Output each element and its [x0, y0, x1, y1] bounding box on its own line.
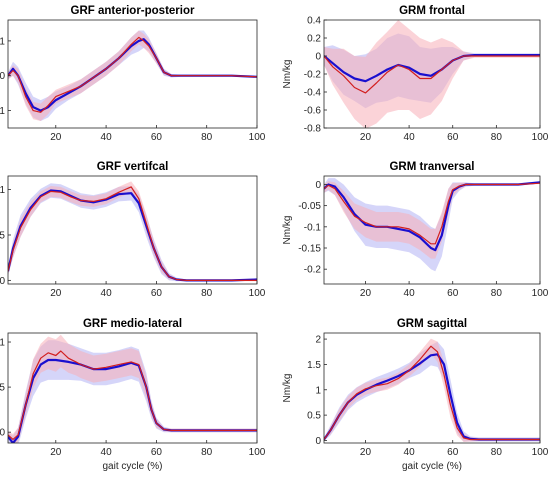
- blue-mean-line-3: [8, 189, 257, 282]
- y-tick-label: -0.8: [304, 124, 322, 135]
- x-tick-label: 40: [101, 132, 113, 143]
- y-tick-label: -0.4: [304, 88, 322, 99]
- x-tick-label: 100: [249, 132, 266, 143]
- x-tick-label: 80: [491, 288, 503, 299]
- y-tick-label: 0: [315, 52, 321, 63]
- x-tick-label: 100: [249, 447, 266, 458]
- y-tick-label: 0: [315, 180, 321, 191]
- red-mean-line-2: [324, 55, 540, 94]
- blue-band-1: [8, 30, 257, 121]
- y-tick-label: -0.1: [304, 222, 322, 233]
- x-tick-label: 20: [360, 447, 372, 458]
- x-tick-label: 20: [360, 132, 372, 143]
- x-tick-label: 40: [404, 288, 416, 299]
- chart-panel-6: 20 40 60 80 100 0 0.5 1 1.5 2 GRM sagittal Nm/kg gai…: [282, 318, 549, 472]
- x-tick-label: 40: [101, 447, 113, 458]
- chart-panel-1: 20 40 60 80 100 -0.1 0 0.1 GRF anterior-posterio…: [0, 5, 266, 143]
- y-tick-label: -0.6: [304, 106, 322, 117]
- red-mean-line-3: [8, 186, 257, 281]
- red-mean-line-5: [8, 350, 257, 440]
- chart-title: GRF vertifcal: [97, 161, 169, 173]
- x-tick-label: 60: [151, 447, 163, 458]
- y-tick-label: 1: [315, 385, 321, 396]
- plot-area: [8, 181, 257, 282]
- blue-band-4: [324, 178, 540, 272]
- axes-box: [7, 332, 258, 444]
- axes-box: [7, 175, 258, 285]
- y-axis-label: Nm/kg: [282, 216, 293, 245]
- y-axis-label: Nm/kg: [282, 374, 293, 403]
- plot-area: [8, 334, 257, 443]
- chart-title: GRM frontal: [399, 5, 465, 17]
- y-tick-label: 0: [315, 436, 321, 447]
- plot-area: [324, 178, 540, 272]
- y-tick-label: 0: [0, 71, 5, 82]
- y-tick-label: -0.15: [298, 244, 321, 255]
- x-tick-label: 40: [404, 132, 416, 143]
- x-tick-label: 60: [447, 447, 459, 458]
- y-tick-label: -0.05: [298, 201, 321, 212]
- red-mean-line-4: [324, 182, 540, 245]
- x-axis-label: gait cycle (%): [102, 461, 162, 472]
- x-tick-label: 20: [360, 288, 372, 299]
- y-tick-label: 0.2: [307, 34, 321, 45]
- y-tick-label: 1: [0, 185, 5, 196]
- chart-panel-4: 20 40 60 80 100 -0.2 -0.15 -0.1 -0.05 0 GRM tranve…: [282, 161, 549, 299]
- x-axis-label: gait cycle (%): [402, 461, 462, 472]
- red-mean-line-6: [324, 345, 540, 441]
- x-tick-label: 80: [201, 132, 213, 143]
- x-tick-label: 40: [404, 447, 416, 458]
- red-band-5: [8, 334, 257, 443]
- plot-area: [324, 20, 540, 128]
- x-tick-label: 80: [491, 132, 503, 143]
- chart-title: GRF anterior-posterior: [71, 5, 195, 17]
- x-tick-label: 60: [447, 288, 459, 299]
- x-tick-label: 80: [491, 447, 503, 458]
- x-tick-label: 60: [151, 288, 163, 299]
- axes-box: [7, 19, 258, 129]
- blue-mean-line-2: [324, 53, 540, 83]
- y-tick-label: 0.1: [0, 36, 5, 47]
- x-tick-label: 100: [249, 288, 266, 299]
- x-tick-label: 80: [201, 288, 213, 299]
- chart-title: GRM sagittal: [397, 318, 467, 330]
- x-tick-label: 100: [532, 288, 549, 299]
- y-tick-label: -0.1: [0, 106, 5, 117]
- x-tick-label: 40: [101, 288, 113, 299]
- y-tick-label: 0.4: [307, 16, 321, 27]
- y-tick-label: -0.2: [304, 70, 322, 81]
- chart-title: GRM tranversal: [389, 161, 474, 173]
- x-tick-label: 100: [532, 447, 549, 458]
- red-band-4: [324, 181, 540, 259]
- x-tick-label: 60: [151, 132, 163, 143]
- axes-box: [323, 175, 541, 285]
- red-band-6: [324, 338, 540, 442]
- axes-box: [323, 332, 541, 444]
- x-tick-label: 100: [532, 132, 549, 143]
- chart-panel-2: 20 40 60 80 100 -0.8 -0.6 -0.4 -0.2 0 0.2 0.4 GRM fr…: [282, 5, 549, 143]
- y-tick-label: 0.1: [0, 338, 5, 349]
- y-tick-label: 0.5: [307, 411, 321, 422]
- y-tick-label: 0: [0, 276, 5, 287]
- y-tick-label: 2: [315, 335, 321, 346]
- red-mean-line-1: [8, 36, 257, 113]
- y-tick-label: 1.5: [307, 360, 321, 371]
- chart-title: GRF medio-lateral: [83, 318, 182, 330]
- x-tick-label: 20: [50, 132, 62, 143]
- plot-area: [324, 338, 540, 442]
- x-tick-label: 20: [50, 447, 62, 458]
- y-tick-label: 0: [0, 428, 5, 439]
- y-axis-label: Nm/kg: [282, 60, 293, 89]
- x-tick-label: 20: [50, 288, 62, 299]
- y-tick-label: 0.5: [0, 230, 5, 241]
- y-tick-label: -0.2: [304, 265, 322, 276]
- plot-area: [8, 30, 257, 121]
- y-tick-label: 0.05: [0, 383, 5, 394]
- x-tick-label: 80: [201, 447, 213, 458]
- x-tick-label: 60: [447, 132, 459, 143]
